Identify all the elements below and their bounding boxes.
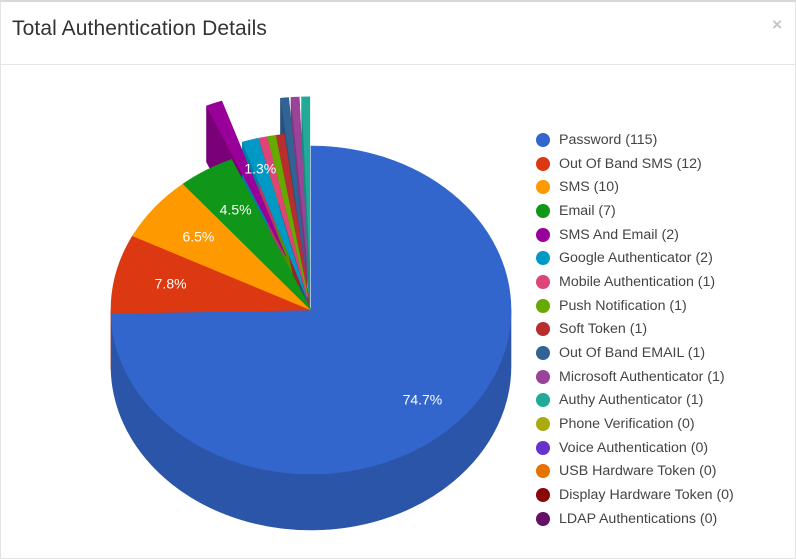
legend-label: Out Of Band EMAIL (1)	[559, 345, 705, 361]
dialog-title: Total Authentication Details	[12, 17, 267, 41]
legend-item[interactable]: Password (115)	[536, 128, 734, 152]
legend-label: SMS (10)	[559, 179, 619, 195]
legend-swatch-icon	[536, 180, 550, 194]
legend-item[interactable]: Phone Verification (0)	[536, 412, 734, 436]
legend-swatch-icon	[536, 417, 550, 431]
legend-swatch-icon	[536, 393, 550, 407]
slice-percent-label: 1.3%	[244, 160, 276, 176]
legend-label: Phone Verification (0)	[559, 416, 695, 432]
legend-swatch-icon	[536, 299, 550, 313]
legend-label: LDAP Authentications (0)	[559, 511, 717, 527]
legend-item[interactable]: Display Hardware Token (0)	[536, 483, 734, 507]
legend-swatch-icon	[536, 370, 550, 384]
legend-swatch-icon	[536, 133, 550, 147]
legend-item[interactable]: Voice Authentication (0)	[536, 436, 734, 460]
legend-swatch-icon	[536, 512, 550, 526]
legend-item[interactable]: Out Of Band EMAIL (1)	[536, 341, 734, 365]
legend-label: Soft Token (1)	[559, 321, 647, 337]
legend-item[interactable]: Email (7)	[536, 199, 734, 223]
slice-percent-label: 6.5%	[182, 228, 214, 244]
legend-swatch-icon	[536, 157, 550, 171]
slice-percent-label: 7.8%	[155, 276, 187, 292]
legend-label: Google Authenticator (2)	[559, 250, 713, 266]
legend-swatch-icon	[536, 275, 550, 289]
legend-label: Email (7)	[559, 203, 616, 219]
legend-label: Microsoft Authenticator (1)	[559, 369, 725, 385]
close-icon[interactable]: ×	[772, 15, 782, 35]
legend-swatch-icon	[536, 322, 550, 336]
legend-label: Password (115)	[559, 132, 657, 148]
legend-item[interactable]: Out Of Band SMS (12)	[536, 152, 734, 176]
legend-item[interactable]: SMS And Email (2)	[536, 223, 734, 247]
slice-percent-label: 4.5%	[220, 201, 252, 217]
legend-label: USB Hardware Token (0)	[559, 463, 716, 479]
dialog-header: Total Authentication Details ×	[0, 0, 796, 65]
legend-label: Out Of Band SMS (12)	[559, 156, 702, 172]
legend-label: Mobile Authentication (1)	[559, 274, 715, 290]
legend-label: SMS And Email (2)	[559, 227, 679, 243]
pie-chart-svg: 74.7% 7.8% 6.5% 4.5% 1.3%	[0, 66, 530, 558]
legend-item[interactable]: Authy Authenticator (1)	[536, 389, 734, 413]
legend-label: Push Notification (1)	[559, 298, 687, 314]
legend-item[interactable]: LDAP Authentications (0)	[536, 507, 734, 531]
legend-swatch-icon	[536, 488, 550, 502]
legend-swatch-icon	[536, 346, 550, 360]
legend-item[interactable]: Push Notification (1)	[536, 294, 734, 318]
legend-item[interactable]: SMS (10)	[536, 175, 734, 199]
legend-swatch-icon	[536, 251, 550, 265]
legend-item[interactable]: USB Hardware Token (0)	[536, 460, 734, 484]
legend-swatch-icon	[536, 228, 550, 242]
legend-label: Authy Authenticator (1)	[559, 392, 703, 408]
chart-legend: Password (115) Out Of Band SMS (12) SMS (1…	[536, 128, 734, 531]
legend-item[interactable]: Google Authenticator (2)	[536, 246, 734, 270]
legend-swatch-icon	[536, 464, 550, 478]
legend-item[interactable]: Soft Token (1)	[536, 318, 734, 342]
legend-label: Display Hardware Token (0)	[559, 487, 734, 503]
legend-swatch-icon	[536, 441, 550, 455]
legend-item[interactable]: Microsoft Authenticator (1)	[536, 365, 734, 389]
legend-swatch-icon	[536, 204, 550, 218]
slice-percent-label: 74.7%	[403, 392, 443, 408]
legend-label: Voice Authentication (0)	[559, 440, 708, 456]
legend-item[interactable]: Mobile Authentication (1)	[536, 270, 734, 294]
